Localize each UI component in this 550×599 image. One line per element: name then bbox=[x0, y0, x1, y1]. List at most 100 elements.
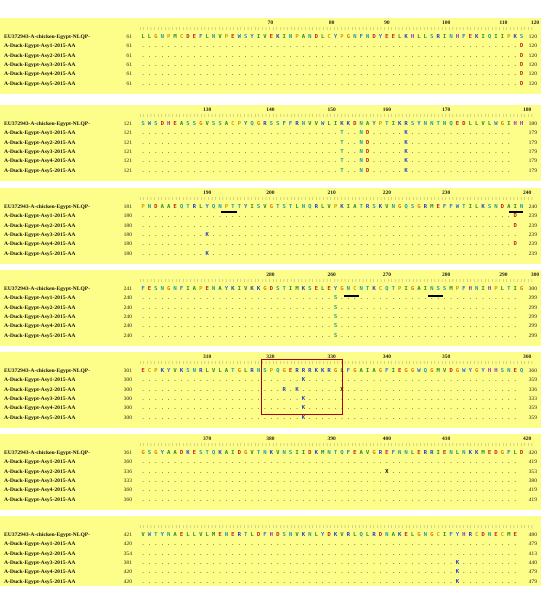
sequence-name: A-Duck-Egypt-Asy1-2015-AA bbox=[4, 541, 76, 548]
ruler-label: 330 bbox=[327, 354, 336, 360]
query-sequence-row: A-Duck-Egypt-Asy1-2015-AA 180............… bbox=[0, 213, 541, 220]
reference-sequence-row: EU372943-A-chicken-Egypt-NLQP- 121 S W S D H E A… bbox=[0, 121, 541, 128]
ruler-label: 90 bbox=[384, 20, 390, 26]
sequence-residues: ..............................S.........… bbox=[141, 332, 517, 339]
query-sequence-row: A-Duck-Egypt-Asy4-2015-AA 360............… bbox=[0, 487, 541, 494]
sequence-name: A-Duck-Egypt-Asy2-2015-AA bbox=[4, 386, 76, 393]
ruler-ticks bbox=[140, 197, 535, 200]
query-sequence-row: A-Duck-Egypt-Asy4-2015-AA 180............… bbox=[0, 241, 541, 248]
start-position: 354 bbox=[123, 550, 132, 557]
start-position: 421 bbox=[123, 532, 132, 538]
sequence-residues: ........................................… bbox=[141, 43, 524, 50]
start-position: 121 bbox=[123, 121, 132, 127]
start-position: 420 bbox=[123, 569, 132, 576]
start-position: 181 bbox=[123, 204, 132, 210]
reference-sequence-row: EU372943-A-chicken-Egypt-NLQP- 241 F E S N G N F… bbox=[0, 286, 541, 293]
position-ruler: 310 320 330 340 350 360 bbox=[140, 354, 535, 362]
end-position: 420 bbox=[528, 450, 537, 456]
sequence-name: A-Duck-Egypt-Asy4-2015-AA bbox=[4, 569, 76, 576]
start-position: 361 bbox=[123, 450, 132, 456]
start-position: 300 bbox=[123, 395, 132, 402]
query-sequence-row: A-Duck-Egypt-Asy5-2015-AA 180 .......... K.… bbox=[0, 251, 541, 258]
ruler-label: 350 bbox=[442, 354, 451, 360]
sequence-residues: ........................................… bbox=[141, 71, 524, 78]
end-position: 380 bbox=[528, 477, 537, 484]
sequence-residues: ........................................… bbox=[141, 496, 517, 503]
end-position: 360 bbox=[528, 368, 537, 374]
ruler-label: 140 bbox=[266, 107, 275, 113]
start-position: 61 bbox=[126, 52, 132, 59]
sequence-name: A-Duck-Egypt-Asy1-2015-AA bbox=[4, 130, 76, 137]
sequence-name: A-Duck-Egypt-Asy5-2015-AA bbox=[4, 578, 76, 585]
sequence-residues: ..............................S.........… bbox=[141, 323, 517, 330]
end-position: 299 bbox=[528, 332, 537, 339]
query-sequence-row: A-Duck-Egypt-Asy2-2015-AA 61.............… bbox=[0, 53, 541, 60]
sequence-name: A-Duck-Egypt-Asy2-2015-AA bbox=[4, 304, 76, 311]
sequence-name: EU372943-A-chicken-Egypt-NLQP- bbox=[4, 532, 91, 538]
alignment-panel: EU372943-A-chicken-Egypt-NLQP- 421 V W T Y N A E… bbox=[0, 516, 541, 586]
sequence-name: A-Duck-Egypt-Asy3-2015-AA bbox=[4, 148, 76, 155]
sequence-name: A-Duck-Egypt-Asy1-2015-AA bbox=[4, 295, 76, 302]
ruler-label: 200 bbox=[266, 190, 275, 196]
ruler-label: 120 bbox=[530, 20, 540, 26]
start-position: 61 bbox=[126, 71, 132, 78]
ruler-label: 280 bbox=[442, 272, 451, 278]
start-position: 180 bbox=[123, 250, 132, 257]
sequence-name: A-Duck-Egypt-Asy4-2015-AA bbox=[4, 405, 76, 412]
query-sequence-row: A-Duck-Egypt-Asy1-2015-AA 121............… bbox=[0, 130, 541, 137]
start-position: 121 bbox=[123, 139, 132, 146]
query-sequence-row: A-Duck-Egypt-Asy1-2015-AA 240............… bbox=[0, 295, 541, 302]
start-position: 300 bbox=[123, 386, 132, 393]
sequence-residues: ........................................… bbox=[141, 477, 517, 484]
reference-sequence-row: EU372943-A-chicken-Egypt-NLQP- 301 E C P K Y V K… bbox=[0, 368, 541, 375]
query-sequence-row: A-Duck-Egypt-Asy3-2015-AA 381............… bbox=[0, 560, 541, 567]
start-position: 61 bbox=[126, 34, 132, 40]
end-position: 179 bbox=[528, 139, 537, 146]
ruler-label: 210 bbox=[327, 190, 336, 196]
query-sequence-row: A-Duck-Egypt-Asy1-2015-AA 61.............… bbox=[0, 43, 541, 50]
end-position: 239 bbox=[528, 231, 537, 238]
alignment-panel: 370 380 390 400 410 420 EU372943-A-chicken-Egy… bbox=[0, 434, 541, 510]
query-sequence-row: A-Duck-Egypt-Asy2-2015-AA 336............… bbox=[0, 469, 541, 476]
reference-sequence-row: EU372943-A-chicken-Egypt-NLQP- 181 P N D A A E Q… bbox=[0, 204, 541, 211]
end-position: 353 bbox=[528, 468, 537, 475]
sequence-residues: ..........K.............................… bbox=[141, 231, 517, 238]
start-position: 336 bbox=[123, 468, 132, 475]
sequence-name: A-Duck-Egypt-Asy1-2015-AA bbox=[4, 377, 76, 384]
query-sequence-row: A-Duck-Egypt-Asy4-2015-AA 300............… bbox=[0, 405, 541, 412]
ruler-label: 310 bbox=[203, 354, 212, 360]
sequence-name: A-Duck-Egypt-Asy2-2015-AA bbox=[4, 550, 76, 557]
sequence-name: A-Duck-Egypt-Asy5-2015-AA bbox=[4, 80, 76, 87]
start-position: 381 bbox=[123, 559, 132, 566]
sequence-residues: ........................................… bbox=[141, 487, 517, 494]
start-position: 121 bbox=[123, 130, 132, 137]
end-position: 120 bbox=[528, 43, 537, 50]
sequence-residues: ........................................… bbox=[141, 559, 517, 566]
sequence-name: EU372943-A-chicken-Egypt-NLQP- bbox=[4, 204, 91, 210]
ruler-label: 220 bbox=[382, 190, 391, 196]
end-position: 179 bbox=[528, 130, 537, 137]
position-ruler: 70 80 90 100 110 120 bbox=[140, 20, 540, 28]
ruler-label: 190 bbox=[203, 190, 212, 196]
sequence-name: A-Duck-Egypt-Asy4-2015-AA bbox=[4, 71, 76, 78]
sequence-name: A-Duck-Egypt-Asy4-2015-AA bbox=[4, 323, 76, 330]
start-position: 420 bbox=[123, 541, 132, 548]
ruler-label: 80 bbox=[328, 20, 335, 26]
start-position: 360 bbox=[123, 459, 132, 466]
end-position: 480 bbox=[528, 532, 537, 538]
sequence-residues: ........................................… bbox=[141, 459, 517, 466]
end-position: 120 bbox=[528, 34, 537, 40]
start-position: 360 bbox=[123, 496, 132, 503]
alignment-panel: 130 140 150 160 170 180 EU372943-A-chicken-Egy… bbox=[0, 105, 541, 181]
end-position: 413 bbox=[528, 550, 537, 557]
sequence-name: EU372943-A-chicken-Egypt-NLQP- bbox=[4, 34, 91, 40]
query-sequence-row: A-Duck-Egypt-Asy1-2015-AA 300............… bbox=[0, 377, 541, 384]
alignment-panel: 190 200 210 220 230 240 EU372943-A-chicken-Egy… bbox=[0, 188, 541, 264]
end-position: 419 bbox=[528, 487, 537, 494]
end-position: 440 bbox=[528, 559, 537, 566]
query-sequence-row: A-Duck-Egypt-Asy2-2015-AA 240............… bbox=[0, 305, 541, 312]
ruler-label: 390 bbox=[327, 436, 336, 442]
ruler-label: 290 bbox=[499, 272, 508, 278]
